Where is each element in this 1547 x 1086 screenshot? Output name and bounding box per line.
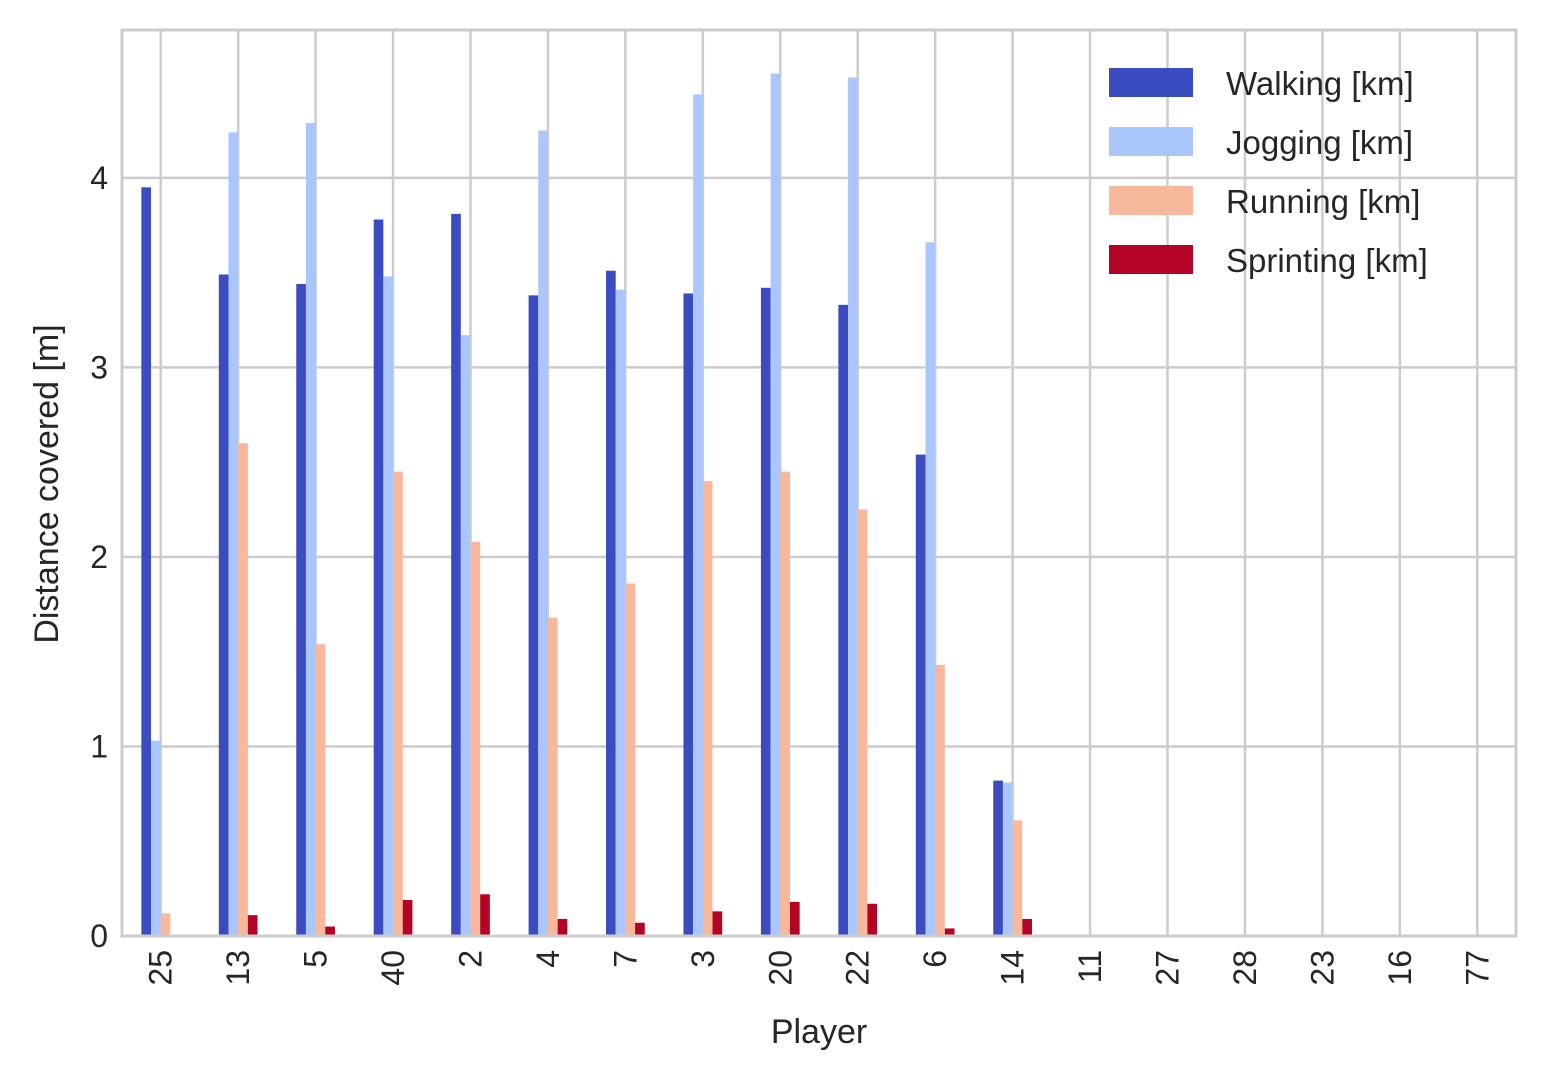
bar: [296, 283, 306, 937]
x-tick-label: 22: [840, 950, 876, 986]
x-tick-label: 27: [1150, 950, 1186, 986]
bar: [1022, 918, 1032, 936]
plot-border: [120, 28, 1518, 938]
bar: [915, 454, 926, 936]
bars: [141, 73, 1032, 937]
bar: [615, 289, 626, 936]
legend-label: Jogging [km]: [1226, 124, 1413, 161]
bar: [393, 471, 403, 936]
y-tick-label: 1: [90, 728, 108, 764]
bar: [160, 913, 171, 936]
bar: [247, 915, 258, 936]
bar: [218, 274, 229, 936]
bar: [480, 894, 490, 936]
legend-swatch: [1109, 127, 1193, 156]
x-tick-label: 14: [995, 950, 1031, 986]
bar: [228, 132, 239, 937]
bar: [557, 918, 568, 936]
bar: [402, 899, 413, 936]
x-tick-label: 7: [607, 950, 643, 968]
bar: [780, 471, 790, 936]
x-tick-label: 40: [375, 950, 411, 986]
y-axis-label: Distance covered [m]: [28, 324, 66, 643]
bar: [944, 928, 955, 936]
x-tick-label: 28: [1227, 950, 1263, 986]
bar: [325, 926, 335, 936]
bar: [470, 541, 481, 936]
legend-swatch: [1109, 186, 1193, 215]
y-tick-labels: 0 1 2 3 4: [90, 160, 108, 954]
y-tick-label: 0: [90, 918, 108, 954]
plot-frame: [120, 28, 1518, 938]
x-tick-label: 20: [762, 950, 798, 986]
bar: [838, 304, 849, 937]
x-axis-label: Player: [771, 1013, 867, 1051]
y-tick-label: 3: [90, 349, 108, 385]
bar: [925, 242, 936, 936]
bar: [770, 73, 781, 937]
legend-label: Sprinting [km]: [1226, 242, 1428, 279]
bar: [760, 287, 771, 936]
bar: [460, 335, 471, 936]
x-tick-label: 13: [220, 950, 256, 986]
bar: [789, 901, 800, 936]
bar: [1012, 820, 1023, 936]
bar: [238, 443, 248, 936]
x-tick-label: 4: [530, 950, 566, 968]
bar: [538, 130, 548, 936]
bar: [693, 94, 703, 936]
y-tick-label: 2: [90, 539, 108, 575]
x-tick-label: 11: [1072, 950, 1108, 983]
bar: [935, 664, 945, 936]
bar: [625, 583, 636, 936]
x-tick-label: 6: [917, 950, 953, 968]
bar: [848, 77, 858, 936]
x-tick-label: 3: [685, 950, 721, 968]
bar: [1002, 782, 1013, 936]
bar: [547, 617, 558, 936]
bar: [867, 903, 878, 936]
grid-lines: [122, 30, 1516, 938]
legend-label: Running [km]: [1226, 183, 1420, 220]
x-tick-label: 2: [453, 950, 489, 968]
bar: [305, 122, 316, 937]
bar: [702, 481, 713, 936]
legend-swatch: [1109, 245, 1193, 274]
legend-swatch: [1109, 68, 1193, 97]
bar: [606, 270, 616, 937]
bar: [857, 509, 868, 936]
bar: [383, 276, 394, 936]
legend-label: Walking [km]: [1226, 65, 1414, 102]
x-tick-label: 77: [1459, 950, 1495, 986]
bar: [683, 293, 694, 937]
bar: [315, 644, 326, 936]
bar: [151, 740, 161, 936]
bar: [451, 213, 461, 937]
bar: [635, 922, 645, 936]
bar: [993, 780, 1003, 936]
legend: Walking [km] Jogging [km] Running [km] Spri…: [1109, 65, 1428, 279]
bar: [712, 911, 723, 936]
y-tick-label: 4: [90, 160, 108, 196]
x-tick-labels: 25 13 5 40 2 4 7 3 20 22 6 14 11 27 28 23 16 77: [143, 950, 1496, 986]
x-tick-label: 5: [298, 950, 334, 968]
x-tick-label: 25: [143, 950, 179, 986]
x-tick-label: 23: [1304, 950, 1340, 986]
x-tick-label: 16: [1382, 950, 1418, 986]
bar: [373, 219, 384, 937]
bar: [141, 187, 152, 936]
bar: [528, 295, 539, 936]
